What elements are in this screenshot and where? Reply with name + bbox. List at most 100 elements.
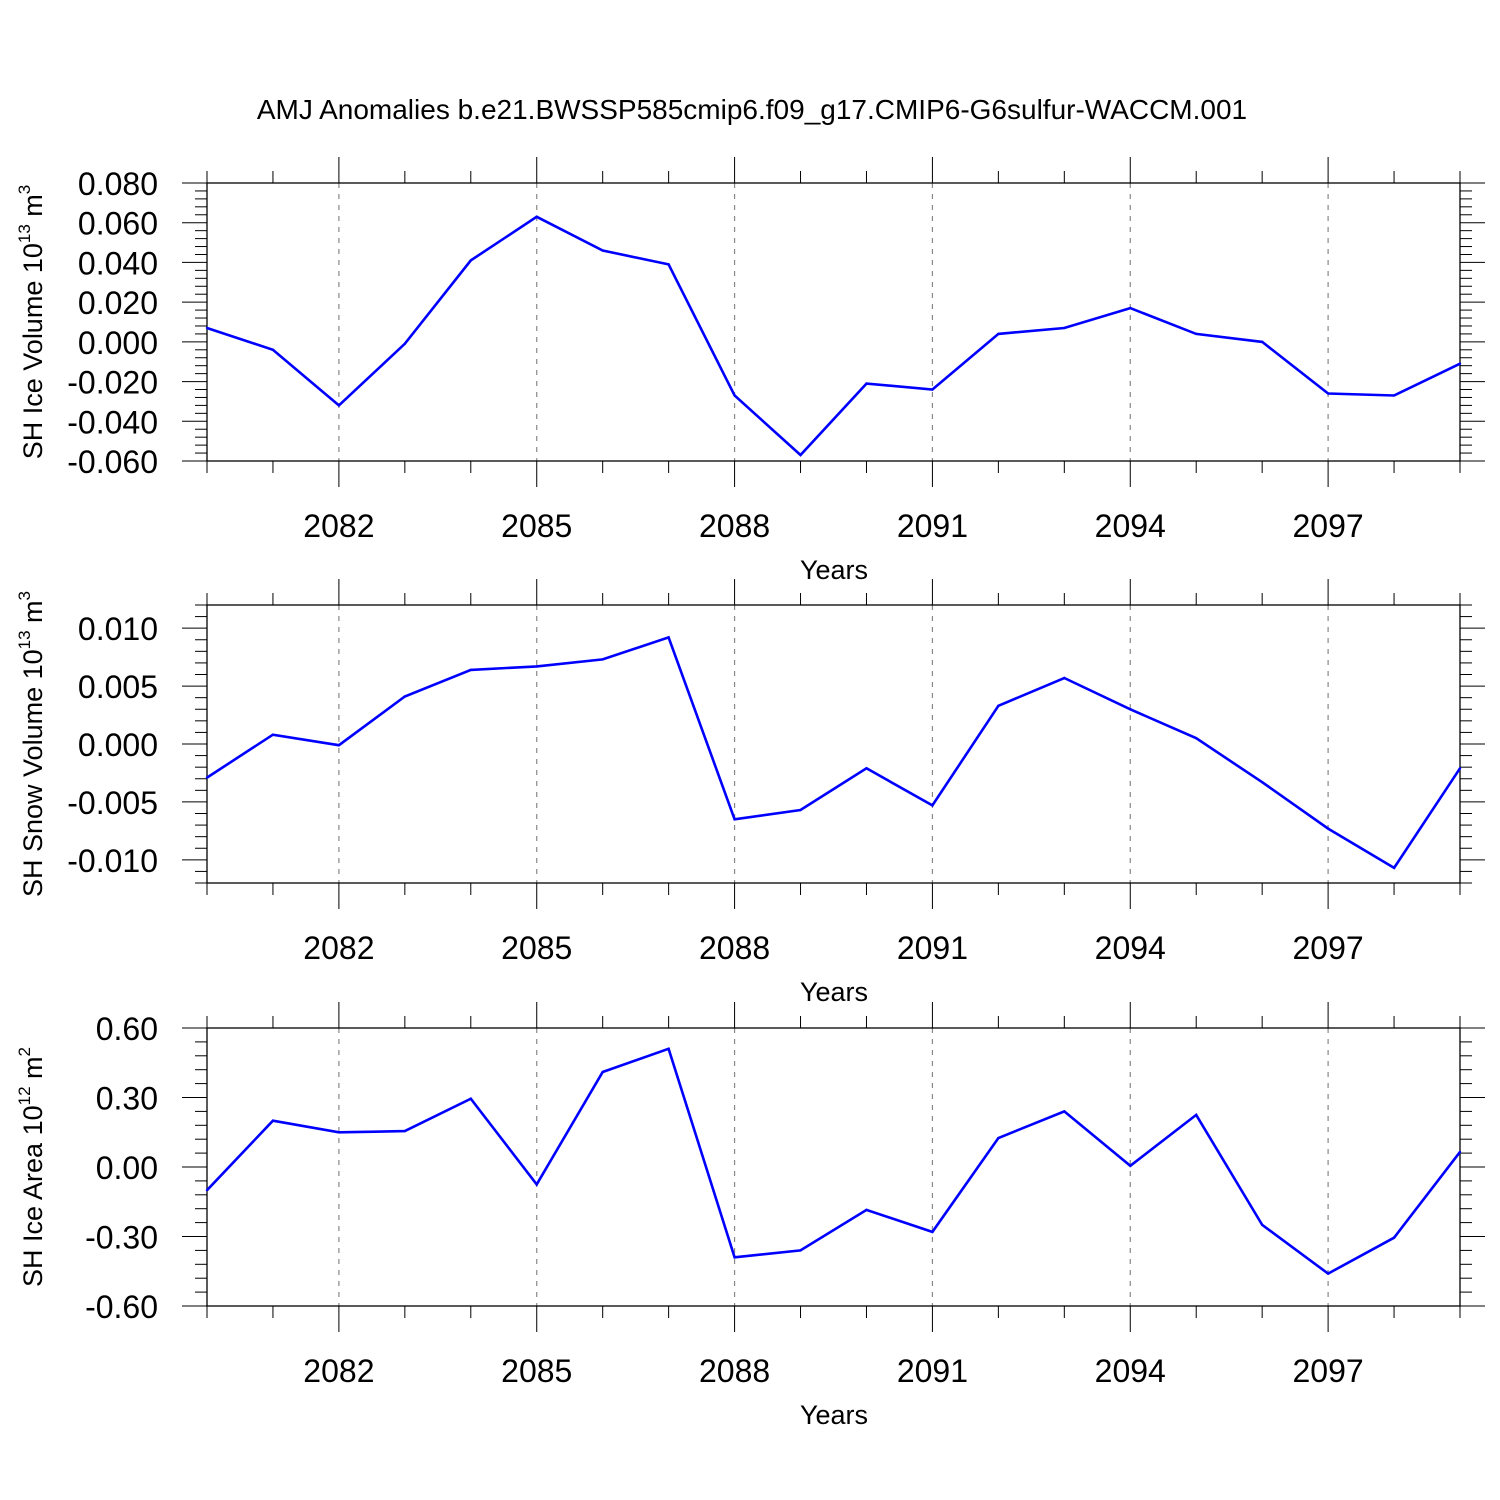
data-point (997, 704, 1000, 707)
data-point (601, 658, 604, 661)
plot-frame (206, 1027, 1461, 1307)
x-tick-label: 2097 (1293, 508, 1364, 544)
x-tick-label: 2094 (1095, 930, 1166, 966)
y-tick-label: -0.010 (67, 843, 158, 879)
data-point (1260, 781, 1264, 784)
data-point (931, 388, 934, 391)
data-point (535, 215, 538, 218)
x-tick-label: 2088 (699, 930, 770, 966)
x-tick-label: 2094 (1095, 1353, 1166, 1389)
y-axis-label: SH Snow Volume 1013 m3 (15, 591, 48, 897)
x-tick-label: 2091 (897, 1353, 968, 1389)
data-point (271, 733, 275, 736)
data-point (337, 743, 341, 747)
y-tick-label: 0.020 (78, 285, 158, 321)
data-point (799, 453, 802, 457)
data-point (469, 1097, 472, 1100)
x-tick-label: 2085 (501, 508, 572, 544)
data-point (667, 263, 670, 266)
data-point (1458, 362, 1462, 365)
data-point (1458, 1150, 1462, 1154)
x-tick-label: 2097 (1293, 1353, 1364, 1389)
data-point (337, 404, 341, 407)
data-point (1195, 1113, 1198, 1117)
chart-title: AMJ Anomalies b.e21.BWSSP585cmip6.f09_g1… (257, 94, 1247, 125)
data-point (667, 1047, 670, 1051)
data-point (1129, 306, 1132, 310)
data-point (535, 665, 538, 668)
data-point (733, 818, 736, 821)
data-point (1326, 392, 1330, 395)
data-point (403, 1129, 407, 1133)
data-point (271, 1119, 275, 1122)
series-line (206, 215, 1461, 457)
data-point (1326, 1272, 1330, 1275)
data-point (205, 776, 209, 779)
y-axis-label: SH Ice Volume 1013 m3 (15, 185, 48, 460)
x-tick-label: 2082 (303, 1353, 374, 1389)
y-tick-label: -0.020 (67, 365, 158, 401)
data-point (1392, 1236, 1396, 1239)
data-point (403, 695, 407, 698)
data-point (469, 668, 472, 672)
data-point (865, 1208, 868, 1212)
data-point (601, 1070, 604, 1074)
data-point (1063, 326, 1066, 330)
data-point (733, 1256, 736, 1259)
y-tick-label: 0.040 (78, 245, 158, 281)
y-tick-label: -0.005 (67, 785, 158, 821)
data-point (1129, 708, 1132, 711)
data-point (1326, 827, 1330, 830)
data-point (337, 1131, 341, 1134)
data-point (1392, 394, 1396, 397)
data-point (205, 326, 209, 330)
data-point (1260, 340, 1264, 344)
y-tick-label: 0.000 (78, 325, 158, 361)
y-tick-label: -0.060 (67, 444, 158, 480)
series-line (206, 635, 1462, 870)
x-tick-label: 2082 (303, 508, 374, 544)
data-point (271, 348, 275, 351)
data-point (997, 1136, 1000, 1140)
y-tick-label: 0.005 (78, 669, 158, 705)
data-point (1260, 1223, 1264, 1227)
plot-frame (206, 604, 1461, 884)
data-point (997, 332, 1000, 336)
x-tick-label: 2088 (699, 508, 770, 544)
x-tick-label: 2091 (897, 930, 968, 966)
y-tick-label: -0.30 (85, 1220, 158, 1256)
x-tick-label: 2085 (501, 930, 572, 966)
y-tick-label: 0.00 (96, 1150, 158, 1186)
data-point (799, 808, 802, 812)
data-point (733, 394, 736, 397)
data-point (931, 1230, 934, 1234)
x-tick-label: 2082 (303, 930, 374, 966)
data-point (799, 1249, 802, 1252)
y-tick-label: 0.30 (96, 1081, 158, 1117)
series-line (206, 1047, 1462, 1276)
x-tick-label: 2085 (501, 1353, 572, 1389)
y-tick-label: 0.000 (78, 727, 158, 763)
data-point (1458, 767, 1462, 770)
x-tick-label: 2091 (897, 508, 968, 544)
data-point (1392, 866, 1396, 870)
data-point (865, 382, 868, 385)
data-point (205, 1188, 209, 1192)
x-tick-label: 2088 (699, 1353, 770, 1389)
x-axis-label: Years (800, 1400, 868, 1430)
panel-2: -0.010 -0.005 0.000 0.005 0.010 2082 2085 2088 2… (15, 579, 1485, 1007)
panel-3: -0.60 -0.30 0.00 0.30 0.60 2082 2085 2088 2091 20… (15, 1002, 1485, 1430)
y-tick-label: 0.010 (78, 611, 158, 647)
data-point (865, 767, 868, 770)
data-point (1063, 676, 1066, 680)
data-point (1195, 737, 1198, 740)
x-axis-label: Years (800, 555, 868, 585)
data-point (403, 342, 407, 346)
data-point (601, 249, 604, 252)
y-tick-label: -0.60 (85, 1289, 158, 1325)
plot-frame (206, 182, 1461, 462)
data-point (1063, 1110, 1066, 1113)
data-point (1129, 1164, 1132, 1168)
